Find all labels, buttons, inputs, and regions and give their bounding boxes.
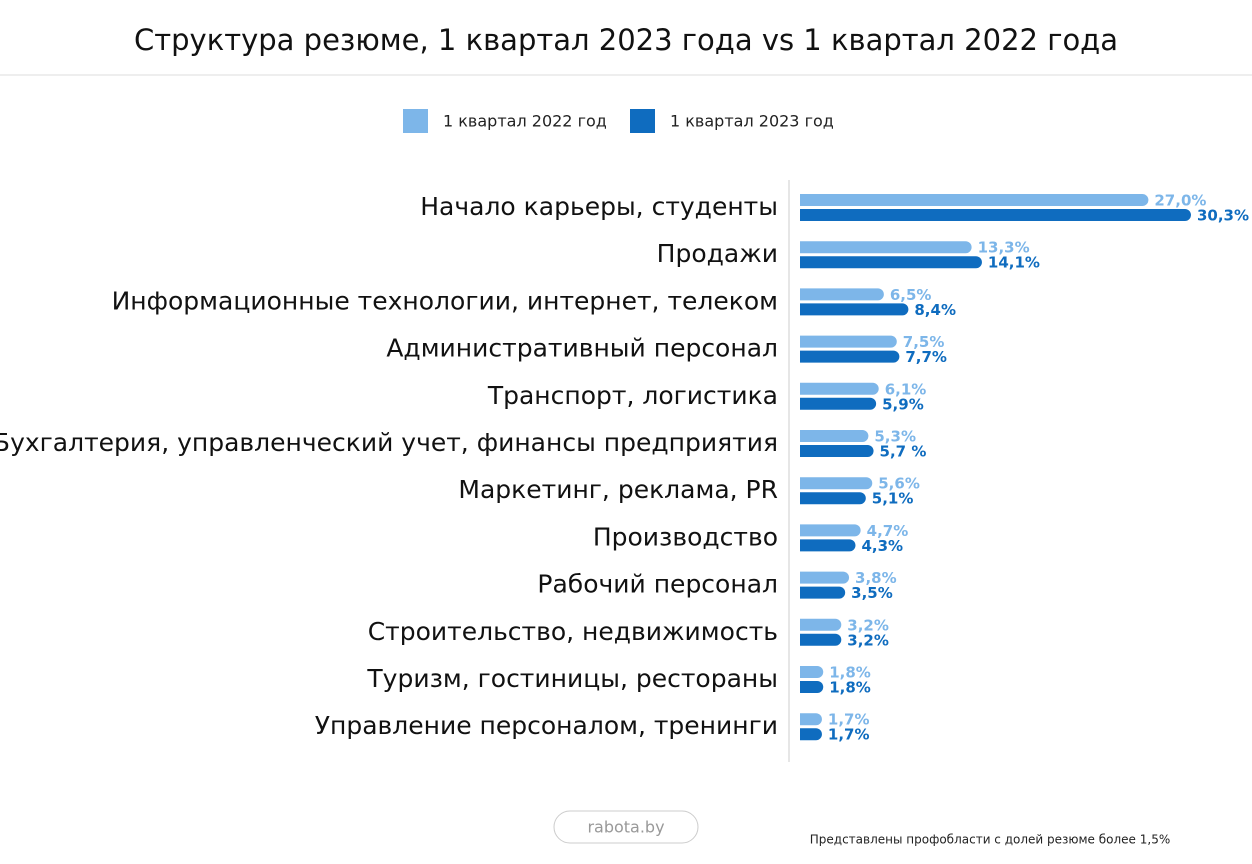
bar [800,241,972,254]
value-label: 6,1% [885,380,927,398]
category-label: Бухгалтерия, управленческий учет, финанс… [0,428,778,457]
legend-swatch [630,109,655,133]
category-label: Информационные технологии, интернет, тел… [112,286,778,315]
bar [800,256,982,269]
value-label: 5,3% [874,428,916,446]
value-label: 3,2% [847,631,889,649]
bar [800,586,846,599]
legend-label: 1 квартал 2022 год [443,112,607,131]
bar [800,303,909,316]
category-label: Продажи [657,239,778,268]
value-label: 3,5% [851,584,893,602]
legend-swatch [403,109,428,133]
bar [800,539,856,552]
bar [800,666,824,678]
value-label: 7,7% [905,348,947,366]
category-label: Туризм, гостиницы, рестораны [366,664,778,693]
bar [800,713,822,726]
value-label: 1,8% [829,679,871,697]
value-label: 27,0% [1154,192,1206,210]
category-label: Транспорт, логистика [487,381,778,410]
value-label: 6,5% [890,286,932,304]
value-label: 14,1% [988,254,1040,272]
bar [800,350,900,363]
value-label: 8,4% [914,301,956,319]
category-label: Строительство, недвижимость [368,617,778,646]
category-label: Производство [593,522,778,551]
category-label: Рабочий персонал [537,570,778,599]
value-label: 3,8% [855,569,897,587]
value-label: 1,8% [829,664,871,682]
bar [800,524,861,537]
bar [800,430,869,442]
category-label: Начало карьеры, студенты [420,192,778,221]
value-label: 5,1% [872,490,914,508]
bar [800,681,824,693]
value-label: 5,7 % [880,443,927,461]
source-badge [553,810,699,844]
bar [800,382,879,395]
bar [800,728,822,741]
value-label: 30,3% [1197,207,1249,225]
value-label: 5,9% [882,395,924,413]
category-label: Управление персоналом, тренинги [315,711,778,740]
value-label: 13,3% [978,239,1030,257]
chart-title: Структура резюме, 1 квартал 2023 года vs… [134,23,1118,57]
bar [800,477,873,490]
bar [800,633,842,646]
value-label: 4,3% [861,537,903,555]
value-label: 3,2% [847,616,889,634]
value-label: 1,7% [828,726,870,744]
value-label: 5,6% [878,475,920,493]
legend-label: 1 квартал 2023 год [670,112,834,131]
bar [800,571,850,584]
bar [800,492,866,505]
bar [800,618,842,631]
source: rabota.by [587,818,664,837]
category-label: Административный персонал [386,334,778,363]
bar [800,209,1191,222]
bar [800,288,884,301]
bar [800,194,1149,206]
category-label: Маркетинг, реклама, PR [458,475,778,504]
bar [800,445,874,457]
bar [800,335,897,348]
footnote: Представлены профобласти с долей резюме … [810,833,1170,847]
value-label: 4,7% [867,522,909,540]
bar [800,397,877,410]
value-label: 7,5% [903,333,945,351]
value-label: 1,7% [828,711,870,729]
